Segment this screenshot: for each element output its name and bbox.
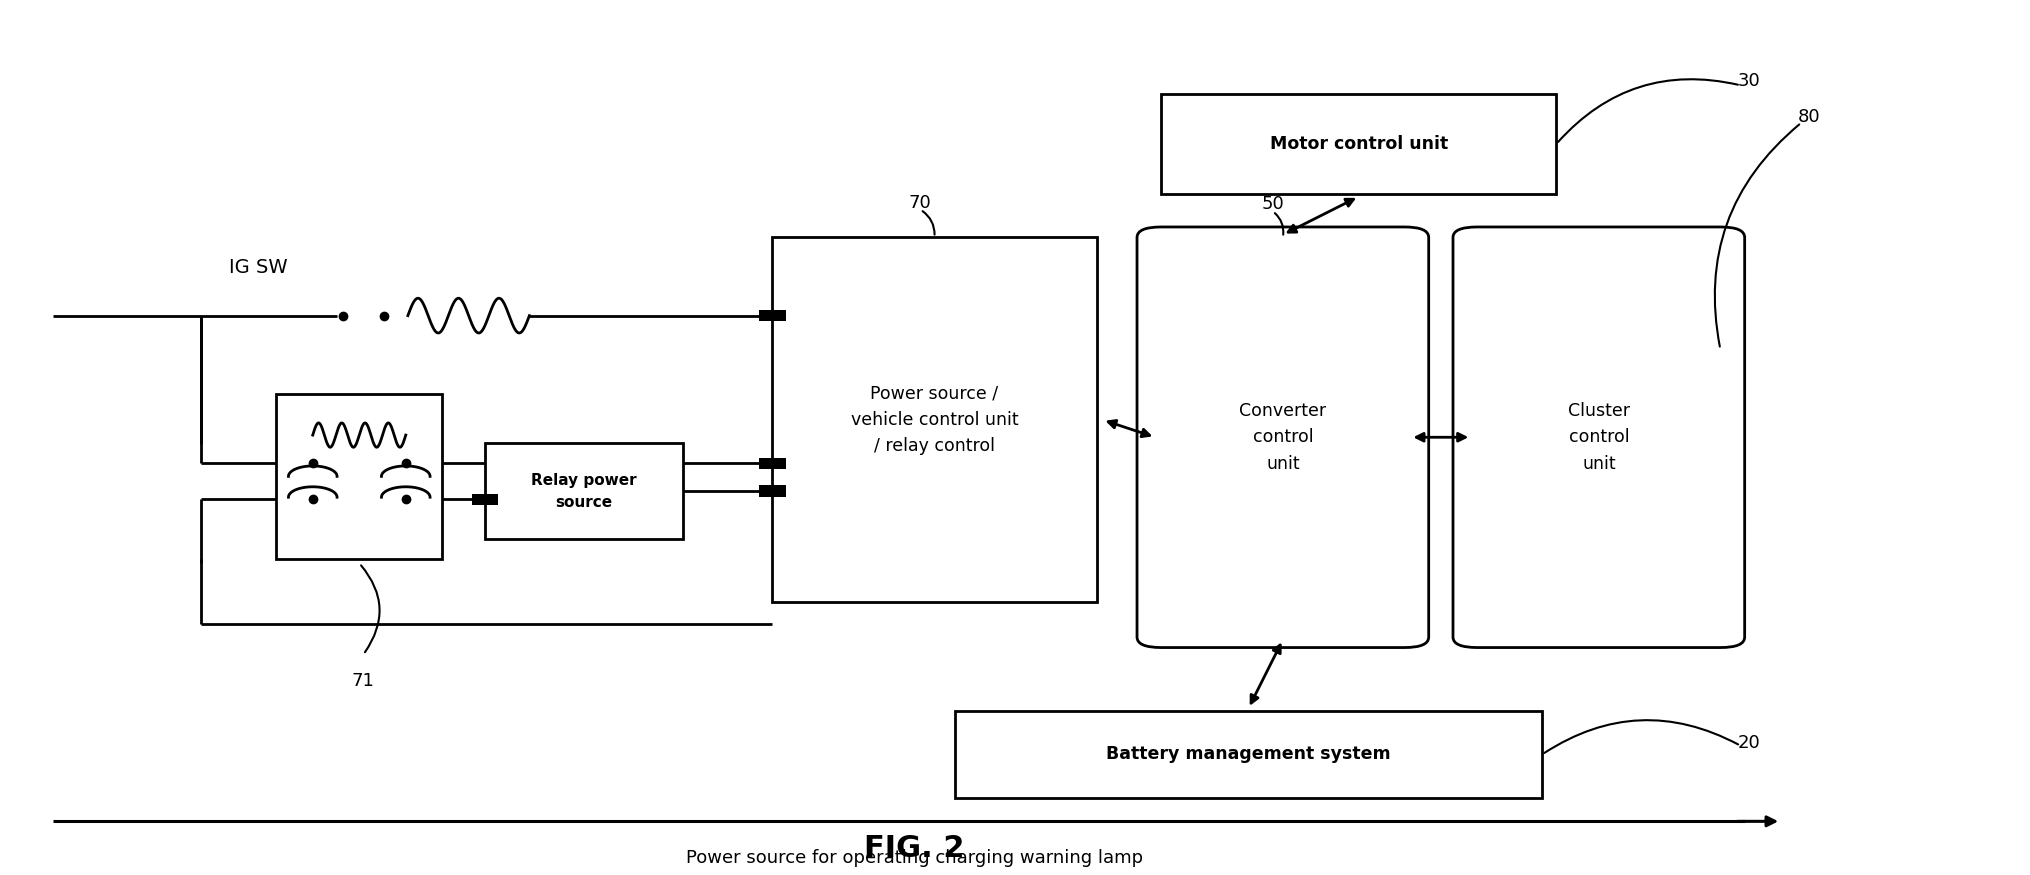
Text: FIG. 2: FIG. 2 bbox=[863, 834, 964, 863]
Text: Power source /
vehicle control unit
/ relay control: Power source / vehicle control unit / re… bbox=[851, 384, 1017, 455]
FancyArrowPatch shape bbox=[1713, 124, 1799, 346]
Text: IG SW: IG SW bbox=[229, 258, 286, 277]
Text: Relay power
source: Relay power source bbox=[532, 473, 637, 510]
Text: 50: 50 bbox=[1261, 195, 1283, 214]
Text: Converter
control
unit: Converter control unit bbox=[1238, 402, 1326, 472]
Bar bbox=[485, 444, 682, 539]
Text: Cluster
control
unit: Cluster control unit bbox=[1567, 402, 1628, 472]
Text: 30: 30 bbox=[1736, 72, 1760, 90]
Text: 71: 71 bbox=[351, 672, 376, 690]
Text: 20: 20 bbox=[1736, 734, 1760, 752]
Text: 70: 70 bbox=[909, 193, 932, 212]
Bar bbox=[759, 310, 786, 321]
FancyArrowPatch shape bbox=[1543, 720, 1738, 752]
Bar bbox=[954, 711, 1541, 798]
Bar bbox=[759, 458, 786, 469]
Bar bbox=[771, 237, 1096, 602]
Text: Power source for operating charging warning lamp: Power source for operating charging warn… bbox=[686, 849, 1143, 867]
Bar bbox=[1161, 94, 1555, 194]
FancyArrowPatch shape bbox=[1557, 80, 1738, 142]
FancyBboxPatch shape bbox=[1137, 227, 1427, 648]
Text: Motor control unit: Motor control unit bbox=[1269, 135, 1447, 153]
Bar bbox=[471, 493, 497, 505]
Text: Battery management system: Battery management system bbox=[1106, 746, 1391, 763]
Text: 80: 80 bbox=[1797, 108, 1819, 127]
FancyArrowPatch shape bbox=[922, 211, 934, 235]
FancyArrowPatch shape bbox=[1275, 214, 1283, 235]
FancyBboxPatch shape bbox=[1451, 227, 1744, 648]
Bar bbox=[759, 486, 786, 497]
Bar bbox=[276, 394, 443, 559]
FancyArrowPatch shape bbox=[361, 565, 380, 652]
